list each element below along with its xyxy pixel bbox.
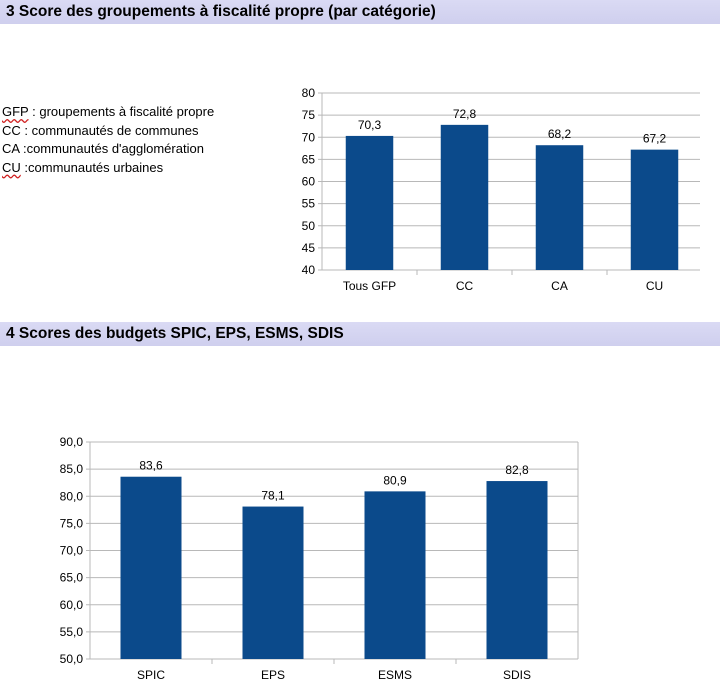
- section-3-title: 3 Score des groupements à fiscalité prop…: [6, 3, 436, 20]
- legend-text: : communautés de communes: [20, 122, 199, 138]
- y-tick-label: 40: [302, 263, 316, 277]
- legend-row-cc: CC : communautés de communes: [2, 122, 214, 141]
- budget-score-bar-chart: 50,0 55,0 60,0 65,0 70,0 75,0 80,0 85,0 90,0 83,6…: [60, 435, 579, 682]
- y-tick-label: 55,0: [60, 625, 84, 639]
- y-tick-label: 60: [302, 175, 316, 189]
- bar: [630, 149, 679, 270]
- section-4-header: 4 Scores des budgets SPIC, EPS, ESMS, SD…: [0, 322, 720, 346]
- value-label: 70,3: [358, 118, 382, 132]
- legend-abbr: CU: [2, 159, 21, 175]
- y-tick-label: 45: [302, 241, 316, 255]
- value-label: 82,8: [505, 463, 529, 477]
- legend-abbr: CC: [2, 122, 21, 138]
- y-tick-label: 65: [302, 152, 316, 166]
- section-3-header: 3 Score des groupements à fiscalité prop…: [0, 0, 720, 24]
- category-label: CU: [646, 279, 663, 293]
- value-label: 80,9: [383, 473, 407, 487]
- bar: [364, 491, 426, 659]
- bar: [120, 476, 182, 659]
- category-label: CC: [456, 279, 474, 293]
- y-tick-label: 50: [302, 219, 316, 233]
- y-tick-label: 70,0: [60, 544, 84, 558]
- section-4-title: 4 Scores des budgets SPIC, EPS, ESMS, SD…: [6, 325, 344, 342]
- category-label: SDIS: [503, 668, 531, 682]
- legend-text: : groupements à fiscalité propre: [28, 104, 215, 119]
- y-tick-label: 70: [302, 130, 316, 144]
- y-tick-label: 55: [302, 197, 316, 211]
- category-label: SPIC: [137, 668, 165, 682]
- abbreviation-legend: GFP : groupements à fiscalité propre CC …: [2, 103, 214, 177]
- y-tick-label: 80,0: [60, 489, 84, 503]
- value-label: 68,2: [548, 127, 572, 141]
- y-tick-label: 85,0: [60, 462, 84, 476]
- bar: [440, 124, 489, 270]
- gfp-score-bar-chart: 40 45 50 55 60 65 70 75 80 70,3 Tous GFP 72,8 CC 68,2…: [302, 86, 700, 293]
- value-label: 83,6: [139, 459, 163, 473]
- y-tick-label: 75: [302, 108, 316, 122]
- y-tick-label: 60,0: [60, 598, 84, 612]
- category-label: CA: [551, 279, 568, 293]
- bar: [486, 481, 548, 659]
- legend-row-cu: CU :communautés urbaines: [2, 159, 214, 178]
- legend-row-ca: CA :communautés d'agglomération: [2, 140, 214, 159]
- y-tick-label: 50,0: [60, 652, 84, 666]
- y-tick-label: 80: [302, 86, 316, 100]
- legend-row-gfp: GFP : groupements à fiscalité propre: [2, 103, 214, 122]
- value-label: 78,1: [261, 489, 285, 503]
- bar: [535, 145, 584, 270]
- value-label: 67,2: [643, 132, 667, 146]
- value-label: 72,8: [453, 107, 477, 121]
- y-tick-label: 90,0: [60, 435, 84, 449]
- bar: [345, 135, 394, 270]
- legend-abbr: GFP: [2, 104, 29, 119]
- bar: [242, 506, 304, 659]
- legend-text: :communautés d'agglomération: [19, 141, 204, 156]
- y-tick-label: 65,0: [60, 571, 84, 585]
- category-label: EPS: [261, 668, 285, 682]
- category-label: Tous GFP: [343, 279, 396, 293]
- category-label: ESMS: [378, 668, 412, 682]
- y-tick-label: 75,0: [60, 516, 84, 530]
- legend-abbr: CA: [2, 141, 20, 156]
- legend-text: :communautés urbaines: [20, 159, 164, 175]
